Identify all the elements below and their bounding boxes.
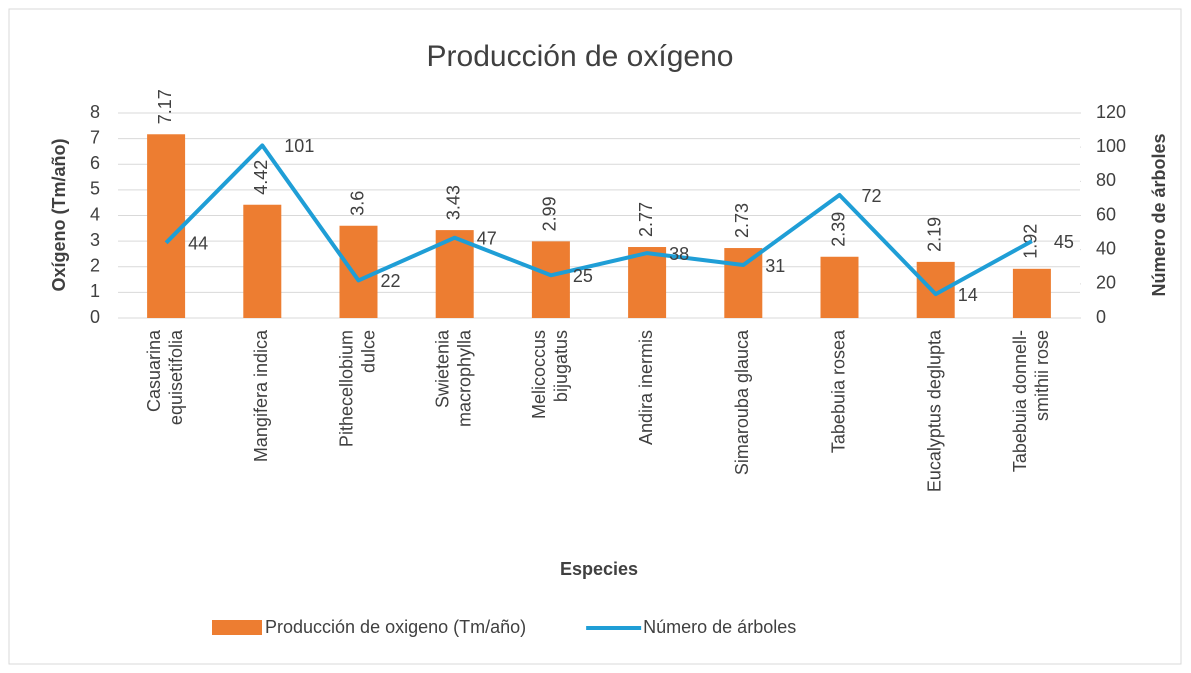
legend-swatch (212, 620, 262, 635)
bar-value-label: 7.17 (155, 89, 175, 124)
y2-axis-title: Número de árboles (1149, 133, 1169, 296)
line-value-label: 47 (477, 228, 497, 248)
y2-tick-label: 80 (1096, 170, 1116, 190)
x-tick-label: Mangifera indica (251, 329, 271, 462)
y2-tick-label: 0 (1096, 307, 1106, 327)
legend-label: Producción de oxigeno (Tm/año) (265, 617, 526, 637)
bar-value-label: 2.77 (636, 202, 656, 237)
x-tick-label: Tabebuia donnell-smithii rose (1010, 330, 1052, 472)
legend-label: Número de árboles (643, 617, 796, 637)
bar-value-label: 3.43 (443, 185, 463, 220)
x-tick-label: Pithecellobium dulce (336, 330, 378, 447)
line-value-label: 44 (188, 234, 208, 254)
y-tick-label: 4 (90, 204, 100, 224)
x-tick-label: Swietenia macrophylla (432, 329, 474, 427)
bar-value-label: 2.39 (828, 212, 848, 247)
x-tick-label: Casuarina equisetifolia (144, 329, 186, 425)
chart-title: Producción de oxígeno (427, 40, 734, 73)
x-axis-title: Especies (560, 559, 638, 579)
bar (147, 134, 186, 318)
x-tick-label: Tabebuia rosea (828, 329, 848, 453)
line-value-label: 72 (862, 186, 882, 206)
y-tick-label: 5 (90, 179, 100, 199)
bar-value-label: 2.19 (924, 217, 944, 252)
line (164, 143, 1033, 297)
y-tick-label: 3 (90, 230, 100, 250)
bar-value-label: 3.6 (347, 191, 367, 216)
bar (916, 261, 955, 318)
x-tick-label: Andira inermis (636, 330, 656, 445)
chart-frame (8, 8, 1182, 665)
bar (1012, 268, 1051, 318)
bar (531, 241, 570, 318)
y-tick-label: 2 (90, 256, 100, 276)
x-tick-label: Eucalyptus deglupta (924, 329, 944, 492)
bar-value-label: 2.99 (540, 196, 560, 231)
y-axis-title: Oxígeno (Tm/año) (49, 138, 69, 291)
line-value-label: 25 (573, 266, 593, 286)
line-value-label: 45 (1054, 232, 1074, 252)
y-tick-label: 7 (90, 127, 100, 147)
y2-tick-label: 60 (1096, 204, 1116, 224)
line-value-label: 31 (765, 256, 785, 276)
bar (339, 225, 378, 318)
y-tick-label: 8 (90, 102, 100, 122)
bar (243, 204, 282, 318)
bar-value-label: 4.42 (251, 160, 271, 195)
bar-value-label: 2.73 (732, 203, 752, 238)
x-tick-label: Simarouba glauca (732, 329, 752, 475)
y2-tick-label: 40 (1096, 238, 1116, 258)
x-tick-label: Melicoccus bijugatus (529, 330, 571, 419)
y-tick-label: 1 (90, 281, 100, 301)
bar (628, 247, 667, 318)
y2-tick-label: 20 (1096, 273, 1116, 293)
line-value-label: 22 (381, 271, 401, 291)
line-value-label: 14 (958, 285, 978, 305)
y-tick-label: 0 (90, 307, 100, 327)
y2-tick-label: 100 (1096, 136, 1126, 156)
line-value-label: 101 (284, 136, 314, 156)
bar (820, 256, 859, 318)
bar (724, 248, 763, 318)
line-value-label: 38 (669, 244, 689, 264)
y-tick-label: 6 (90, 153, 100, 173)
y2-tick-label: 120 (1096, 102, 1126, 122)
